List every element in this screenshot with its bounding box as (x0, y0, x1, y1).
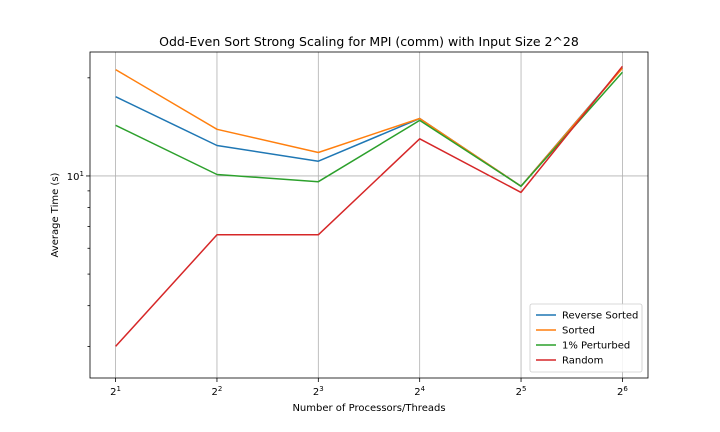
x-axis-label: Number of Processors/Threads (292, 403, 445, 414)
series-lines (115, 65, 623, 347)
legend: Reverse Sorted Sorted 1% Perturbed Random (529, 303, 643, 373)
x-tick-label: 24 (414, 385, 425, 398)
y-tick-label: 101 (67, 170, 84, 183)
plot-frame (89, 51, 649, 379)
x-tick-label: 21 (110, 385, 121, 398)
axis-ticks: 21 22 23 24 25 26 101 (67, 77, 628, 398)
x-tick-label: 22 (212, 385, 223, 398)
x-tick-label: 26 (617, 385, 628, 398)
x-tick-label: 25 (516, 385, 527, 398)
x-tick-label: 23 (313, 385, 324, 398)
legend-label: Sorted (562, 326, 595, 337)
legend-box (529, 303, 643, 373)
y-axis-label: Average Time (s) (50, 172, 61, 257)
chart-title: Odd-Even Sort Strong Scaling for MPI (co… (159, 34, 579, 49)
legend-label: Reverse Sorted (562, 311, 638, 322)
series-line-1-perturbed (115, 71, 623, 187)
legend-label: Random (562, 356, 603, 367)
legend-label: 1% Perturbed (562, 341, 630, 352)
series-line-random (115, 65, 623, 347)
